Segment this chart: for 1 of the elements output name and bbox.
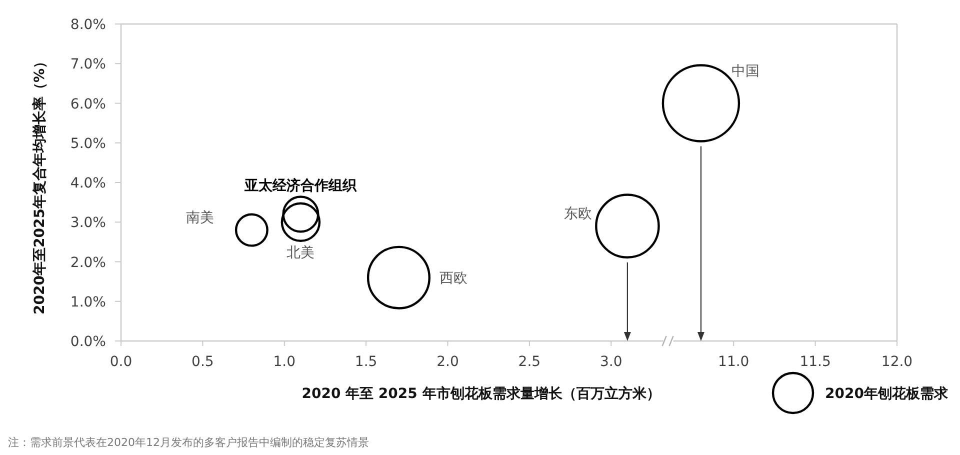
note: 注：需求前景代表在2020年12月发布的多客户报告中编制的稳定复苏情景 <box>8 436 369 449</box>
